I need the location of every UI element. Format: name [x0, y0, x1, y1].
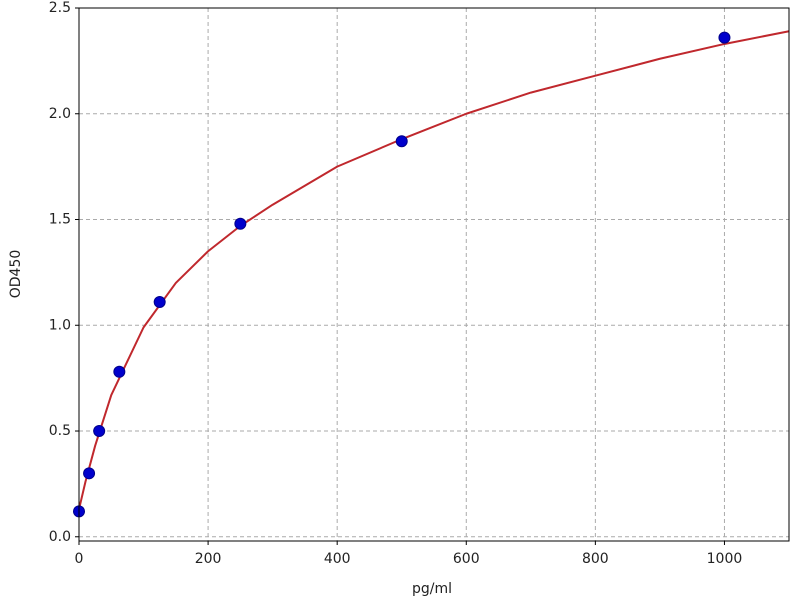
x-tick-label: 1000 [707, 551, 743, 567]
marks [73, 30, 790, 518]
plot-frame [78, 7, 790, 542]
data-point [234, 217, 247, 230]
x-tick-label: 800 [582, 551, 609, 567]
y-tick-label: 0.5 [49, 423, 71, 439]
fit-curve [78, 30, 790, 510]
y-tick-label: 1.0 [49, 317, 71, 333]
y-tick-label: 1.5 [49, 212, 71, 228]
x-tick-label: 600 [453, 551, 480, 567]
data-point [153, 295, 166, 308]
data-point [93, 425, 106, 438]
data-point [395, 135, 408, 148]
x-axis-label: pg/ml [412, 581, 452, 597]
x-tick-label: 400 [324, 551, 351, 567]
y-tick-label: 0.0 [49, 529, 71, 545]
x-tick-label: 200 [195, 551, 222, 567]
data-point [83, 467, 96, 480]
y-axis-label: OD450 [8, 250, 24, 299]
data-point [113, 365, 126, 378]
y-tick-label: 2.0 [49, 106, 71, 122]
data-point [718, 31, 731, 44]
x-tick-label: 0 [75, 551, 84, 567]
y-tick-label: 2.5 [49, 0, 71, 16]
